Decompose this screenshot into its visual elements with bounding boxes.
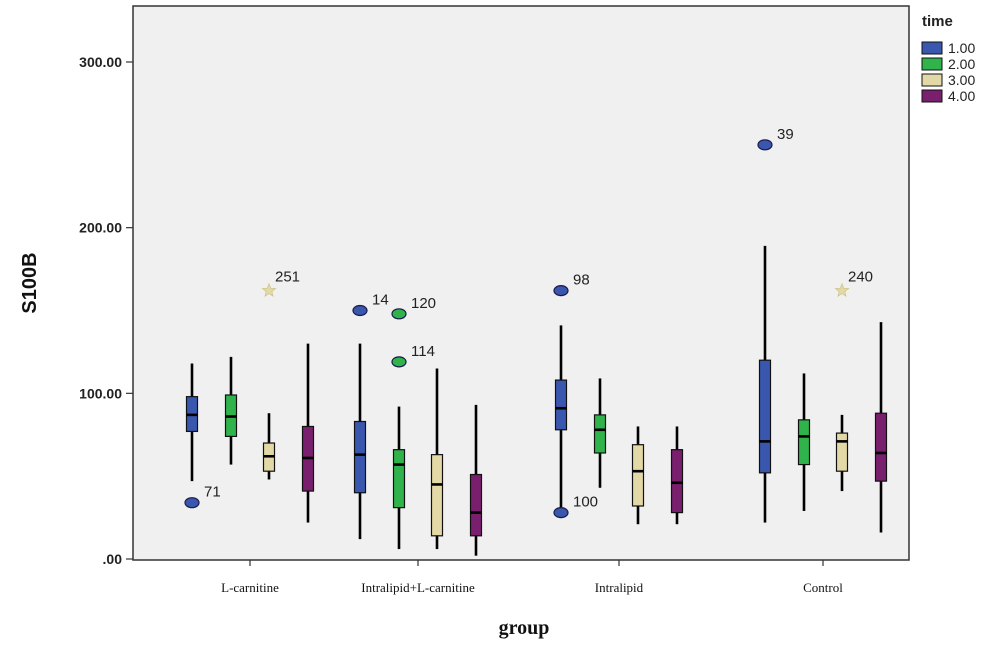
outlier-label: 98 bbox=[573, 272, 590, 289]
legend-swatch bbox=[921, 89, 943, 103]
box-body bbox=[392, 449, 406, 509]
outlier-point bbox=[391, 356, 407, 368]
legend: time 1.002.003.004.00 bbox=[921, 13, 975, 104]
outlier-star bbox=[834, 282, 850, 297]
outlier-label: 240 bbox=[848, 269, 873, 286]
box-control-time-1.00 bbox=[758, 245, 772, 523]
outlier-label: 114 bbox=[411, 343, 435, 360]
y-tick-label: 300.00 bbox=[79, 54, 122, 70]
outlier-point bbox=[352, 304, 368, 317]
outlier-label: 120 bbox=[411, 295, 436, 312]
box-body bbox=[353, 420, 367, 494]
legend-title: time bbox=[922, 13, 953, 30]
box-body bbox=[430, 454, 444, 537]
box-l-carnitine-time-2.00 bbox=[224, 356, 238, 465]
box-control-time-4.00 bbox=[874, 322, 888, 533]
legend-label: 4.00 bbox=[948, 88, 975, 104]
outlier-label: 251 bbox=[275, 269, 300, 286]
x-category-label: Intralipid bbox=[595, 580, 644, 595]
box-body bbox=[469, 473, 483, 537]
y-tick-label: .00 bbox=[103, 551, 123, 567]
box-intralipid-l-carnitine-time-4.00 bbox=[469, 404, 483, 556]
outlier-label: 100 bbox=[573, 494, 598, 511]
legend-label: 2.00 bbox=[948, 56, 975, 72]
outlier-point bbox=[391, 308, 407, 320]
box-body bbox=[593, 414, 607, 454]
box-intralipid-l-carnitine-time-1.00 bbox=[353, 343, 367, 540]
box-l-carnitine-time-4.00 bbox=[301, 343, 315, 523]
box-intralipid-l-carnitine-time-3.00 bbox=[430, 368, 444, 550]
outlier-point bbox=[553, 285, 569, 297]
x-category-label: L-carnitine bbox=[221, 580, 279, 595]
box-intralipid-time-4.00 bbox=[670, 426, 684, 525]
box-l-carnitine-time-3.00 bbox=[262, 413, 276, 480]
outlier-label: 71 bbox=[204, 484, 221, 501]
box-intralipid-time-3.00 bbox=[631, 426, 645, 525]
x-category-label: Control bbox=[803, 580, 843, 595]
outliers-layer: 71 251 14 120 114 98 100 39 240 bbox=[184, 126, 873, 519]
boxes-layer bbox=[185, 245, 888, 556]
x-category-label: Intralipid+L-carnitine bbox=[361, 580, 475, 595]
outlier-point bbox=[757, 139, 773, 151]
legend-swatch bbox=[921, 73, 943, 87]
outlier-label: 14 bbox=[372, 292, 389, 309]
outlier-point bbox=[184, 497, 200, 509]
outlier-star bbox=[261, 282, 277, 297]
legend-swatch bbox=[921, 57, 943, 71]
box-body bbox=[631, 444, 645, 507]
legend-label: 1.00 bbox=[948, 40, 975, 56]
y-axis: .00 100.00 200.00 300.00 bbox=[79, 54, 133, 567]
box-body bbox=[797, 419, 811, 466]
box-body bbox=[874, 412, 888, 482]
outlier-label: 39 bbox=[777, 126, 794, 143]
box-body bbox=[670, 449, 684, 514]
x-axis-title: group bbox=[499, 617, 550, 639]
box-body bbox=[835, 432, 849, 472]
box-intralipid-l-carnitine-time-2.00 bbox=[392, 406, 406, 550]
y-axis-title: S100B bbox=[19, 252, 41, 313]
y-tick-label: 100.00 bbox=[79, 385, 122, 401]
legend-swatch bbox=[921, 41, 943, 55]
box-body bbox=[758, 359, 772, 474]
plot-area bbox=[132, 5, 910, 561]
y-tick-label: 200.00 bbox=[79, 220, 122, 236]
box-l-carnitine-time-1.00 bbox=[185, 363, 199, 482]
box-control-time-3.00 bbox=[835, 414, 849, 492]
legend-label: 3.00 bbox=[948, 72, 975, 88]
outlier-point bbox=[553, 507, 569, 519]
box-intralipid-time-2.00 bbox=[593, 378, 607, 488]
box-body bbox=[554, 379, 568, 431]
box-intralipid-time-1.00 bbox=[554, 325, 568, 513]
box-control-time-2.00 bbox=[797, 373, 811, 511]
x-axis: L-carnitine Intralipid+L-carnitine Intrali… bbox=[221, 560, 843, 595]
